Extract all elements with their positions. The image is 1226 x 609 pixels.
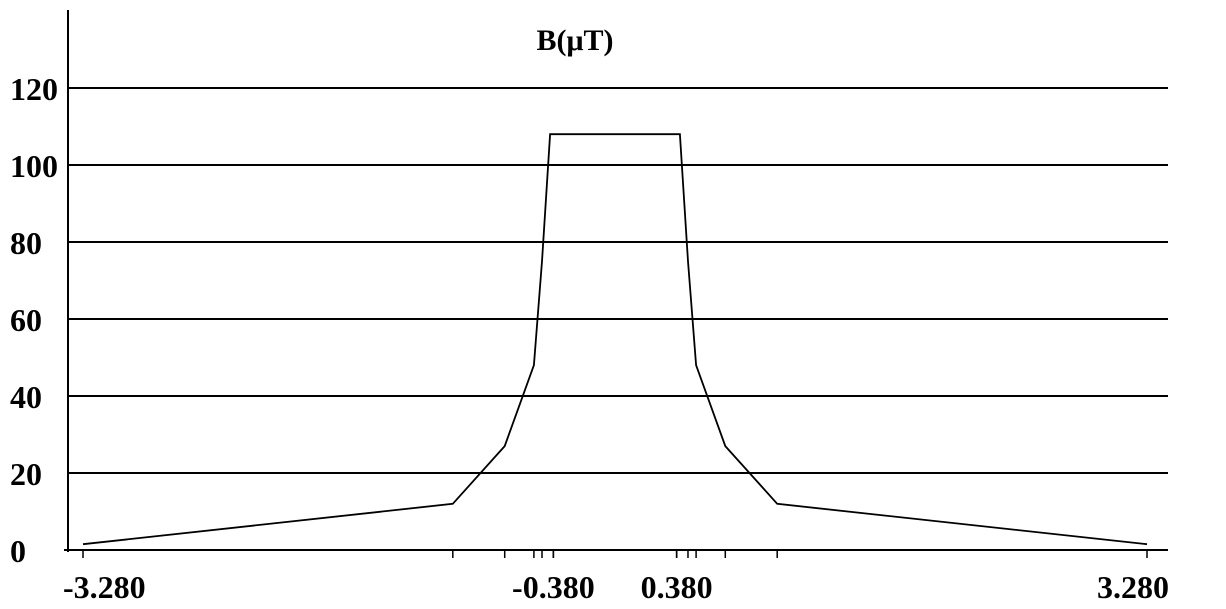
chart-title: B(μT): [536, 24, 613, 57]
y-tick-label-100: 100: [10, 148, 58, 184]
grid-lines: [68, 87, 1168, 474]
y-tick-label-60: 60: [10, 302, 42, 338]
y-tick-label-80: 80: [10, 225, 42, 261]
y-tick-label-20: 20: [10, 456, 42, 492]
y-tick-label-0: 0: [10, 533, 26, 569]
y-tick-label-120: 120: [10, 71, 58, 107]
x-tick-label-0: -3.280: [63, 569, 146, 605]
x-tick-label-3: 3.280: [1097, 569, 1169, 605]
y-tick-label-40: 40: [10, 379, 42, 415]
x-tick-label-1: -0.380: [512, 569, 595, 605]
x-tick-marks: [82, 550, 1148, 558]
series-group: [82, 133, 1148, 546]
y-tick-labels: 0 20 40 60 80 100 120: [10, 71, 58, 569]
x-tick-label-2: 0.380: [641, 569, 713, 605]
axes: [64, 10, 1168, 552]
x-tick-labels: -3.280 -0.380 0.380 3.280: [63, 569, 1169, 605]
series-line-0: [82, 133, 1148, 546]
